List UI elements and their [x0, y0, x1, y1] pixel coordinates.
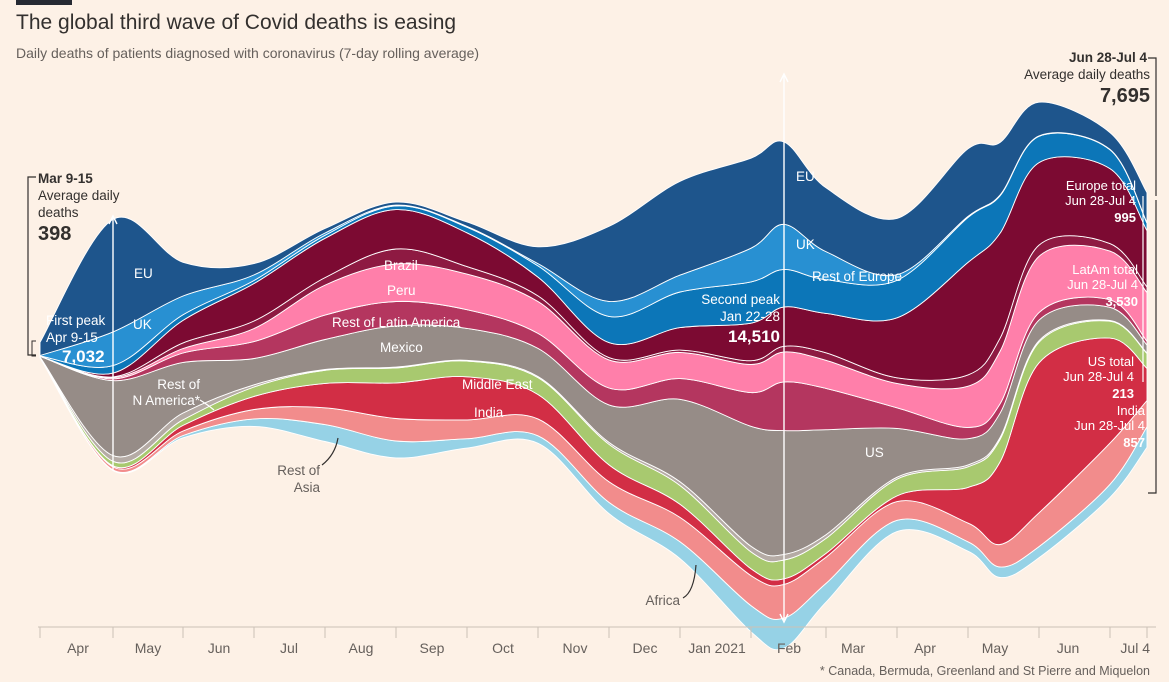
latam-total-label: LatAm total — [1072, 262, 1138, 277]
start-value: 398 — [38, 223, 71, 245]
second-peak-label: Second peak — [701, 292, 780, 307]
end-bracket-bottom — [1148, 200, 1157, 494]
india-total-period: Jun 28-Jul 4 — [1074, 418, 1145, 433]
start-period: Mar 9-15 — [38, 171, 93, 186]
x-tick-label-15: Jul 4 — [1120, 640, 1150, 656]
label-rest-n-america-2: N America* — [132, 393, 200, 408]
india-total-label: India — [1117, 403, 1146, 418]
x-tick-label-1: May — [135, 640, 161, 656]
rest-of-asia-leader — [321, 437, 339, 466]
x-tick-label-13: May — [982, 640, 1008, 656]
footnote: * Canada, Bermuda, Greenland and St Pier… — [820, 664, 1150, 678]
label-india: India — [474, 405, 504, 420]
x-tick-label-12: Apr — [914, 640, 936, 656]
start-mini-bracket — [31, 340, 36, 357]
first-peak-label: First peak — [46, 313, 106, 328]
x-tick-label-4: Aug — [349, 640, 374, 656]
label-uk-peak: UK — [796, 237, 815, 252]
x-ticks: Apr May Jun Jul Aug Sep Oct Nov Dec Jan 2021 Feb Ma… — [39, 627, 1150, 656]
label-rest-of-asia-1: Rest of — [277, 463, 320, 478]
start-bracket — [27, 176, 36, 356]
label-eu-early: EU — [134, 266, 153, 281]
first-peak-period: Apr 9-15 — [46, 330, 98, 345]
label-rest-n-america-1: Rest of — [157, 377, 200, 392]
label-rest-of-asia-2: Asia — [294, 480, 321, 495]
x-tick-label-8: Dec — [633, 640, 658, 656]
start-label: Average daily deaths — [38, 188, 123, 220]
x-tick-label-14: Jun — [1057, 640, 1080, 656]
us-total-label: US total — [1088, 354, 1134, 369]
end-label: Average daily deaths — [1024, 67, 1150, 82]
rest-n-america-leader — [199, 399, 215, 411]
brand-bar — [16, 0, 72, 5]
europe-total-value: 995 — [1114, 210, 1136, 225]
second-peak-value: 14,510 — [728, 327, 780, 346]
second-peak-arrow-down — [779, 613, 789, 624]
label-eu-peak: EU — [796, 169, 815, 184]
x-tick-label-3: Jul — [280, 640, 298, 656]
africa-leader — [682, 564, 697, 599]
x-axis: Apr May Jun Jul Aug Sep Oct Nov Dec Jan 2021 Feb Ma… — [38, 626, 1156, 656]
label-uk-early: UK — [133, 317, 152, 332]
x-tick-label-11: Mar — [841, 640, 865, 656]
stream-eu — [39, 101, 1148, 356]
x-tick-label-6: Oct — [492, 640, 514, 656]
second-peak-arrow-up — [779, 72, 789, 83]
x-tick-label-0: Apr — [67, 640, 89, 656]
label-peru: Peru — [387, 283, 416, 298]
latam-total-value: 3,530 — [1105, 294, 1138, 309]
us-total-value: 213 — [1112, 386, 1134, 401]
chart-title: The global third wave of Covid deaths is… — [16, 11, 457, 34]
label-africa: Africa — [645, 593, 680, 608]
label-rest-latam: Rest of Latin America — [332, 315, 461, 330]
x-tick-label-9: Jan 2021 — [688, 640, 746, 656]
end-period: Jun 28-Jul 4 — [1069, 50, 1148, 65]
india-total-value: 857 — [1123, 435, 1145, 450]
latam-total-period: Jun 28-Jul 4 — [1067, 277, 1138, 292]
chart-subtitle: Daily deaths of patients diagnosed with … — [16, 45, 480, 61]
us-total-period: Jun 28-Jul 4 — [1063, 369, 1134, 384]
first-peak-value: 7,032 — [62, 347, 105, 366]
x-tick-label-7: Nov — [563, 640, 588, 656]
label-brazil: Brazil — [384, 258, 418, 273]
europe-total-period: Jun 28-Jul 4 — [1065, 193, 1136, 208]
x-tick-label-2: Jun — [208, 640, 231, 656]
label-middle-east: Middle East — [462, 377, 533, 392]
second-peak-period: Jan 22-28 — [720, 309, 780, 324]
end-bracket-top — [1148, 57, 1157, 196]
stream-layers — [39, 101, 1148, 651]
europe-total-label: Europe total — [1066, 178, 1136, 193]
end-value: 7,695 — [1100, 85, 1150, 107]
x-tick-label-10: Feb — [777, 640, 801, 656]
first-peak-arrow-up — [108, 214, 118, 225]
x-tick-label-5: Sep — [420, 640, 445, 656]
label-rest-of-europe: Rest of Europe — [812, 269, 902, 284]
label-us: US — [865, 445, 884, 460]
label-mexico: Mexico — [380, 340, 423, 355]
